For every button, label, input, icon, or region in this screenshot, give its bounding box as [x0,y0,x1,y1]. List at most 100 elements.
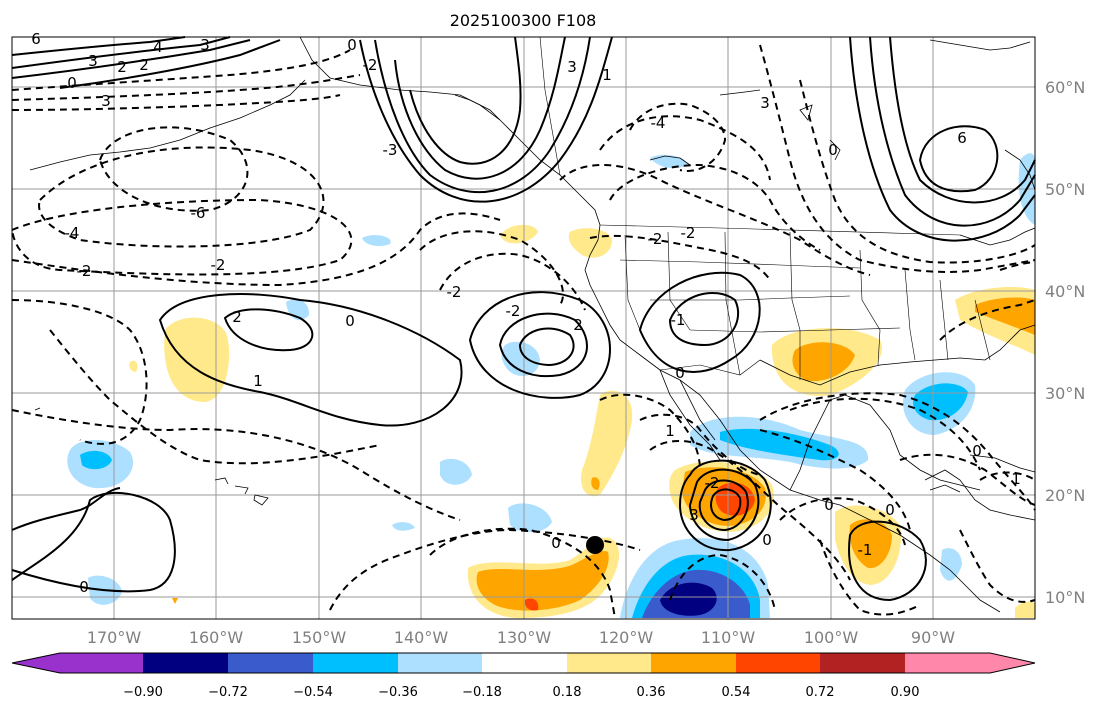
contour-label: 3 [200,36,210,54]
contour-label: -1 [671,311,686,329]
anomaly-area [1015,601,1035,618]
contour-label: 3 [101,92,111,110]
contour-label: -2 [363,56,378,74]
contour-label: 0 [67,74,77,92]
contour-label: 0 [347,36,357,54]
contour-label: 0 [972,442,982,460]
colorbar-tick: −0.90 [123,685,163,700]
map-border [11,36,1036,620]
contour-label: 0 [828,141,838,159]
lat-label: 50°N [1045,180,1085,199]
contour-label: 0 [345,312,355,330]
colorbar-segment [482,653,567,673]
contour-label: -2 [681,224,696,242]
colorbar-extend-low [12,653,143,673]
colorbar-segment [736,653,820,673]
political-borders [539,36,991,380]
anomaly-area [591,477,600,490]
anomaly-area [440,458,472,485]
anomaly-area [80,450,112,470]
contour-label: 1 [602,66,612,84]
colorbar-segment [143,653,228,673]
anomaly-area [362,235,391,246]
contour-label: 2 [232,308,242,326]
contour-label: 1 [253,372,263,390]
contour-label: -2 [705,474,720,492]
contour-label: 4 [153,38,163,56]
contour-label: -2 [506,302,521,320]
colorbar-segment [820,653,905,673]
contour-label: -2 [77,262,92,280]
colorbar-segment [567,653,651,673]
shaded-fields [67,153,1035,618]
contour-label: -1 [858,541,873,559]
contour-label: 0 [824,496,834,514]
lon-label: 110°W [701,628,756,647]
contour-label: 6 [957,129,967,147]
colorbar-tick: −0.36 [378,685,418,700]
contour-labels: 6 4 3 2 2 0 3 3 0 -2 -3 3 1 -4 0 3 6 -6 … [31,30,1021,596]
contour-label: -2 [447,283,462,301]
contour-label: -4 [651,114,666,132]
dashed-contours [11,44,1036,619]
lat-label: 10°N [1045,588,1085,607]
anomaly-area [849,519,892,569]
lon-label: 170°W [87,628,142,647]
contour-label: 1 [1011,470,1021,488]
lon-label: 150°W [292,628,347,647]
lon-label: 160°W [189,628,244,647]
lat-label: 30°N [1045,384,1085,403]
map-title: 2025100300 F108 [450,11,597,30]
anomaly-area [581,390,633,497]
graticule [12,37,1035,619]
colorbar-tick: −0.54 [293,685,333,700]
anomaly-area [660,582,717,616]
colorbar-tick: −0.18 [462,685,502,700]
colorbar-outline [11,652,1036,674]
anomaly-area [940,548,962,581]
contour-label: 3 [567,58,577,76]
contour-label: -4 [65,224,80,242]
lat-label: 20°N [1045,486,1085,505]
colorbar-tick: 0.18 [553,685,582,700]
colorbar-tick: 0.54 [722,685,751,700]
anomaly-area [508,503,552,533]
colorbar-tick: 0.36 [637,685,666,700]
colorbar: −0.90 −0.72 −0.54 −0.36 −0.18 0.18 0.36 … [11,652,1036,700]
contour-label: -2 [648,230,663,248]
anomaly-area [650,154,688,169]
longitude-labels: 170°W 160°W 150°W 140°W 130°W 120°W 110°… [87,628,955,647]
colorbar-extend-high [905,653,1035,673]
lon-label: 90°W [911,628,955,647]
colorbar-tick: 0.72 [806,685,835,700]
contour-label: 0 [762,531,772,549]
contour-label: 0 [885,501,895,519]
contour-label: 2 [573,316,583,334]
colorbar-segment [398,653,482,673]
contour-label: 6 [31,30,41,48]
contour-label: 3 [760,94,770,112]
anomaly-area [172,598,178,604]
contour-label: 0 [675,364,685,382]
lon-label: 100°W [804,628,859,647]
colorbar-segment [651,653,736,673]
colorbar-segment [313,653,398,673]
contour-label: 3 [689,506,699,524]
colorbar-tick: 0.90 [891,685,920,700]
contour-label: 2 [139,56,149,74]
contour-label: 0 [551,534,561,552]
lon-label: 140°W [394,628,449,647]
contour-label: -6 [191,204,206,222]
lat-label: 60°N [1045,78,1085,97]
anomaly-area [129,360,138,372]
contour-label: 1 [665,422,675,440]
contour-label: 3 [88,52,98,70]
anomaly-area [476,550,609,611]
anomaly-area [164,317,230,402]
colorbar-tick: −0.72 [208,685,248,700]
contour-label: 0 [79,578,89,596]
contour-label: 2 [117,58,127,76]
anomaly-area [975,297,1035,335]
colorbar-segment [228,653,313,673]
